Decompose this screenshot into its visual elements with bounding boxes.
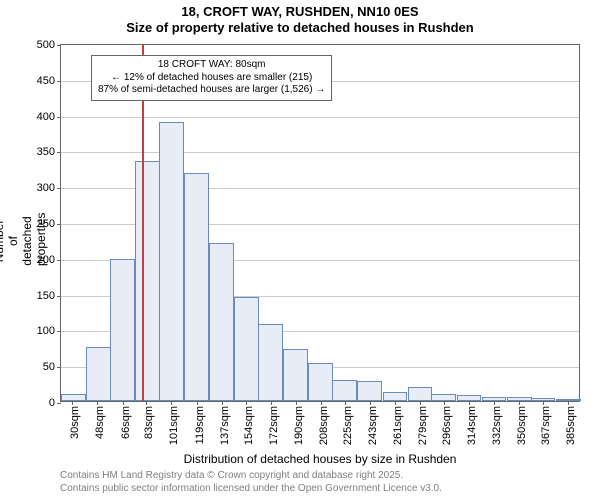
- x-tick-mark: [171, 401, 172, 405]
- histogram-bar: [258, 324, 283, 401]
- x-tick-mark: [395, 401, 396, 405]
- y-axis-label: Number of detached properties: [0, 216, 48, 266]
- x-tick-label: 385sqm: [565, 406, 577, 445]
- x-tick-mark: [345, 401, 346, 405]
- histogram-bar: [283, 349, 308, 401]
- annotation-line: 87% of semi-detached houses are larger (…: [98, 84, 325, 97]
- x-tick-mark: [321, 401, 322, 405]
- x-tick-mark: [568, 401, 569, 405]
- y-tick-label: 350: [37, 146, 61, 158]
- histogram-bar: [209, 243, 234, 401]
- y-tick-label: 300: [37, 182, 61, 194]
- plot-area: 05010015020025030035040045050030sqm48sqm…: [60, 44, 580, 402]
- histogram-bar: [383, 392, 408, 401]
- y-tick-label: 400: [37, 111, 61, 123]
- histogram-bar: [332, 380, 357, 401]
- x-tick-mark: [296, 401, 297, 405]
- x-tick-label: 154sqm: [243, 406, 255, 445]
- x-tick-label: 172sqm: [268, 406, 280, 445]
- x-tick-mark: [543, 401, 544, 405]
- histogram-bar: [61, 394, 86, 401]
- x-tick-mark: [146, 401, 147, 405]
- x-tick-label: 296sqm: [441, 406, 453, 445]
- x-tick-mark: [271, 401, 272, 405]
- histogram-bar: [159, 122, 184, 401]
- footer-line-1: Contains HM Land Registry data © Crown c…: [60, 470, 580, 483]
- y-tick-label: 150: [37, 290, 61, 302]
- histogram-bar: [357, 381, 382, 401]
- histogram-bar: [86, 347, 111, 401]
- x-tick-label: 119sqm: [194, 406, 206, 444]
- x-tick-label: 314sqm: [466, 406, 478, 445]
- x-tick-label: 367sqm: [540, 406, 552, 445]
- x-tick-label: 101sqm: [168, 406, 180, 445]
- x-tick-label: 243sqm: [367, 406, 379, 445]
- annotation-box: 18 CROFT WAY: 80sqm← 12% of detached hou…: [91, 55, 332, 101]
- x-tick-label: 137sqm: [219, 406, 231, 445]
- y-tick-label: 0: [49, 397, 61, 409]
- x-tick-label: 350sqm: [516, 406, 528, 445]
- y-tick-label: 100: [37, 325, 61, 337]
- x-tick-label: 279sqm: [417, 406, 429, 445]
- x-tick-mark: [444, 401, 445, 405]
- x-tick-label: 48sqm: [94, 406, 106, 439]
- x-tick-mark: [494, 401, 495, 405]
- x-tick-mark: [519, 401, 520, 405]
- annotation-line: ← 12% of detached houses are smaller (21…: [98, 72, 325, 85]
- x-tick-label: 66sqm: [120, 406, 132, 439]
- y-tick-label: 50: [43, 361, 61, 373]
- histogram-bar: [135, 161, 160, 401]
- x-tick-label: 30sqm: [69, 406, 81, 439]
- page-root: 18, CROFT WAY, RUSHDEN, NN10 0ES Size of…: [0, 0, 600, 500]
- histogram-bar: [431, 394, 456, 401]
- y-tick-label: 500: [37, 39, 61, 51]
- gridline: [61, 152, 579, 153]
- x-tick-mark: [197, 401, 198, 405]
- histogram-bar: [234, 297, 259, 401]
- x-tick-mark: [420, 401, 421, 405]
- x-tick-label: 261sqm: [392, 406, 404, 445]
- histogram-bar: [308, 363, 333, 401]
- attribution-footer: Contains HM Land Registry data © Crown c…: [60, 470, 580, 495]
- histogram-bar: [184, 173, 209, 401]
- x-tick-mark: [123, 401, 124, 405]
- x-tick-mark: [72, 401, 73, 405]
- title-line-2: Size of property relative to detached ho…: [0, 20, 600, 36]
- x-tick-mark: [469, 401, 470, 405]
- x-axis-label: Distribution of detached houses by size …: [60, 452, 580, 466]
- x-tick-mark: [222, 401, 223, 405]
- x-tick-label: 225sqm: [342, 406, 354, 445]
- histogram-bar: [110, 259, 135, 401]
- x-tick-label: 83sqm: [143, 406, 155, 439]
- annotation-line: 18 CROFT WAY: 80sqm: [98, 59, 325, 72]
- histogram-bar: [408, 387, 433, 401]
- x-tick-label: 332sqm: [491, 406, 503, 445]
- x-tick-mark: [246, 401, 247, 405]
- footer-line-2: Contains public sector information licen…: [60, 483, 580, 496]
- chart-title: 18, CROFT WAY, RUSHDEN, NN10 0ES Size of…: [0, 4, 600, 35]
- x-tick-label: 190sqm: [293, 406, 305, 445]
- x-tick-mark: [97, 401, 98, 405]
- x-tick-mark: [370, 401, 371, 405]
- x-tick-label: 208sqm: [318, 406, 330, 445]
- gridline: [61, 117, 579, 118]
- title-line-1: 18, CROFT WAY, RUSHDEN, NN10 0ES: [0, 4, 600, 20]
- y-tick-label: 450: [37, 75, 61, 87]
